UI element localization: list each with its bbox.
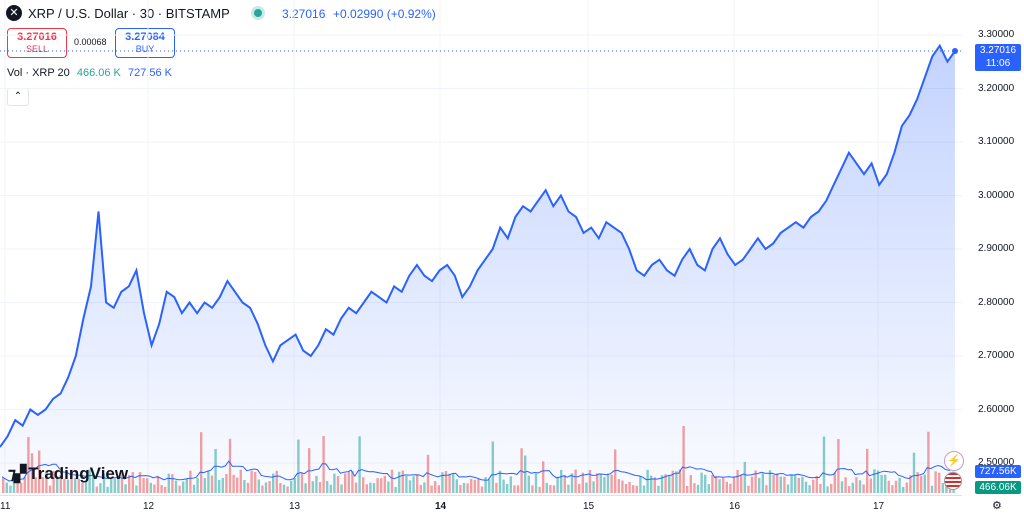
sell-button[interactable]: 3.27016 SELL: [7, 28, 67, 58]
xrp-symbol-icon[interactable]: ✕: [6, 5, 22, 21]
spread-value: 0.00068: [74, 37, 107, 47]
volume-legend[interactable]: Vol · XRP 20 466.06 K 727.56 K: [7, 67, 172, 79]
time-axis-label: 12: [143, 501, 155, 512]
price-axis-label: 2.70000: [978, 350, 1015, 361]
price-line: [0, 43, 956, 448]
market-open-icon: [254, 9, 262, 17]
sell-label: SELL: [25, 44, 49, 54]
time-axis-label: 13: [289, 501, 301, 512]
tradingview-logo[interactable]: ⁊▞ TradingView: [8, 464, 128, 484]
bar-countdown: 11:06: [985, 58, 1011, 69]
time-axis-label: 14: [435, 501, 447, 512]
tradingview-logo-text: TradingView: [28, 464, 129, 483]
price-axis-label: 2.80000: [978, 296, 1015, 308]
price-axis-label: 3.10000: [978, 136, 1015, 147]
tradingview-logo-icon: ⁊▞: [8, 466, 26, 483]
time-axis-label: 15: [583, 501, 595, 512]
price-axis-label: 3.20000: [978, 82, 1015, 94]
time-axis-label: 11: [0, 501, 11, 512]
price-axis-label: 3.00000: [978, 189, 1015, 201]
quote-price: 3.27016: [282, 7, 326, 21]
settings-icon[interactable]: ⚙: [992, 500, 1002, 512]
price-chart[interactable]: [0, 0, 962, 495]
volume-legend-label: Vol · XRP 20: [7, 67, 70, 79]
price-axis-label: 2.60000: [978, 403, 1015, 415]
volume-legend-ma: 727.56 K: [127, 67, 172, 79]
volume-legend-value: 466.06 K: [76, 67, 121, 79]
volume-ma-tag: 727.56K: [975, 465, 1021, 478]
volume-tag: 466.06K: [975, 481, 1021, 494]
last-price-value: 3.27016: [979, 45, 1017, 56]
last-price-tag: 3.27016 11:06: [975, 44, 1021, 71]
buy-button[interactable]: 3.27084 BUY: [115, 28, 175, 58]
time-axis[interactable]: 11 12 13 14 15 16 17: [0, 495, 962, 516]
buy-label: BUY: [135, 44, 155, 54]
price-axis-label: 2.90000: [978, 243, 1015, 254]
time-axis-label: 16: [729, 501, 741, 512]
us-flag-icon[interactable]: [944, 472, 962, 490]
events-icon[interactable]: ⚡: [944, 451, 964, 471]
quote-change: +0.02990 (+0.92%): [333, 7, 436, 21]
price-area: [0, 45, 955, 495]
symbol-title[interactable]: XRP / U.S. Dollar · 30 · BITSTAMP: [28, 6, 230, 21]
last-price-marker: [952, 48, 958, 55]
price-axis-label: 3.30000: [978, 29, 1015, 40]
price-axis-label: 2.50000: [978, 457, 1015, 468]
price-axis[interactable]: 3.30000 3.20000 3.10000 3.00000 2.90000 2.800…: [962, 0, 1024, 495]
sell-price: 3.27016: [17, 31, 57, 43]
buy-price: 3.27084: [125, 31, 165, 43]
time-axis-label: 17: [873, 501, 885, 512]
